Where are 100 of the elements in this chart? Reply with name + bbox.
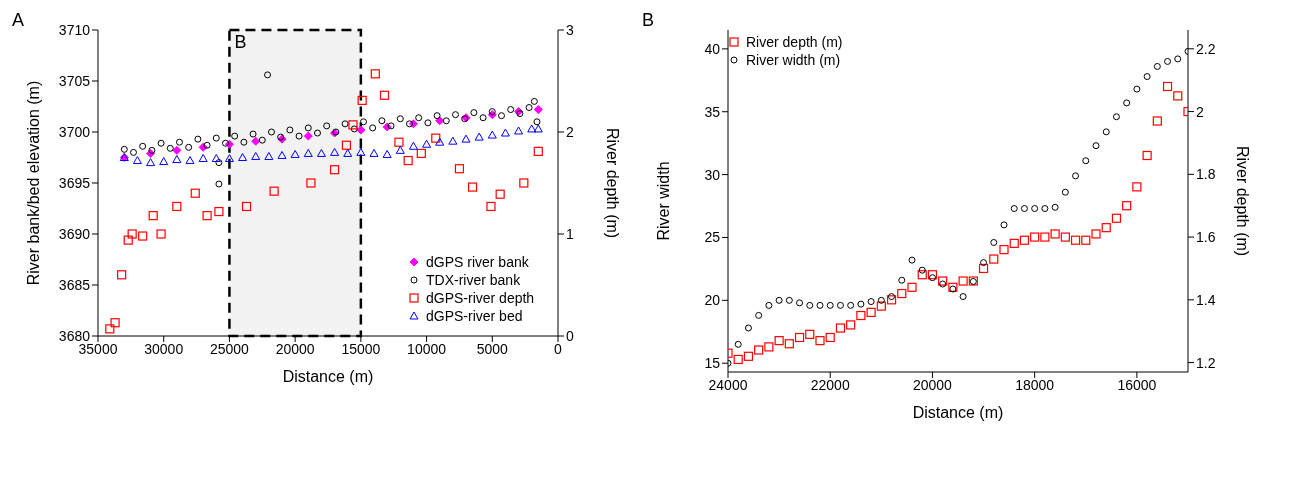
- legend-label: dGPS river bank: [426, 253, 529, 271]
- point: [1061, 188, 1069, 196]
- point: [734, 340, 742, 348]
- point: [424, 119, 432, 127]
- y-tick-label: 35: [704, 103, 721, 120]
- point: [240, 138, 248, 146]
- point: [303, 131, 313, 141]
- point: [806, 301, 814, 309]
- point: [754, 345, 764, 355]
- x-tick-label: 24000: [708, 376, 748, 393]
- y-tick-label: 3685: [58, 276, 91, 293]
- point: [1091, 229, 1101, 239]
- y-tick-label: 30: [704, 166, 721, 183]
- point: [1082, 157, 1090, 165]
- point: [743, 351, 754, 361]
- point: [533, 124, 543, 133]
- point: [341, 140, 351, 150]
- point: [215, 180, 223, 188]
- point: [474, 132, 484, 141]
- band-label: B: [234, 31, 247, 52]
- point: [1020, 205, 1028, 213]
- point: [269, 186, 279, 196]
- point: [139, 142, 147, 150]
- y2-axis-title: River depth (m): [1234, 145, 1252, 257]
- point: [805, 329, 815, 339]
- point: [835, 323, 846, 333]
- point: [172, 201, 182, 212]
- point: [341, 120, 349, 128]
- point: [1081, 235, 1091, 245]
- point: [461, 134, 471, 143]
- point: [530, 97, 538, 105]
- y2-tick-label: 3: [566, 21, 574, 38]
- point: [123, 235, 133, 245]
- point: [1102, 128, 1110, 136]
- point: [1101, 223, 1111, 233]
- point: [856, 310, 866, 321]
- point: [251, 151, 261, 160]
- point: [470, 109, 478, 117]
- point: [148, 211, 158, 221]
- point: [959, 293, 967, 301]
- point: [290, 149, 300, 158]
- point: [980, 259, 988, 267]
- point: [897, 288, 907, 299]
- x-tick-label: 15000: [341, 340, 381, 357]
- point: [370, 69, 380, 79]
- point: [927, 270, 938, 280]
- text: B: [642, 10, 655, 31]
- point: [403, 155, 413, 166]
- point: [775, 296, 783, 304]
- point: [784, 339, 794, 349]
- point: [487, 130, 497, 139]
- point: [876, 301, 886, 311]
- point: [433, 112, 441, 120]
- point: [159, 157, 169, 166]
- point: [264, 71, 272, 79]
- y2-tick-label: 1.6: [1196, 229, 1216, 246]
- point: [479, 114, 487, 122]
- point: [1092, 142, 1100, 150]
- y-tick-label: 20: [704, 292, 721, 309]
- point: [486, 201, 496, 212]
- point: [1070, 235, 1081, 245]
- point: [467, 182, 478, 192]
- point: [387, 122, 395, 130]
- x-tick-label: 16000: [1117, 376, 1157, 393]
- point: [755, 311, 763, 319]
- text: A: [12, 10, 25, 31]
- y-tick-label: 3705: [58, 72, 91, 89]
- point: [836, 301, 844, 309]
- point: [533, 146, 543, 156]
- point: [928, 274, 936, 282]
- point: [203, 141, 211, 149]
- point: [764, 342, 774, 352]
- point: [303, 148, 313, 157]
- point: [251, 136, 261, 146]
- point: [497, 112, 505, 120]
- point: [519, 178, 529, 188]
- point: [185, 156, 195, 165]
- point: [958, 276, 968, 286]
- point: [1152, 116, 1162, 126]
- point: [488, 108, 496, 116]
- point: [304, 124, 312, 132]
- point: [442, 117, 450, 125]
- point: [185, 143, 193, 151]
- y-tick-label: 40: [704, 40, 721, 57]
- point: [166, 144, 174, 152]
- point: [938, 276, 948, 286]
- point: [989, 254, 999, 264]
- point: [1173, 91, 1183, 101]
- y2-tick-label: 2: [566, 123, 574, 140]
- point: [190, 188, 200, 198]
- x-axis-title: Distance (m): [912, 404, 1004, 421]
- point: [1050, 229, 1060, 239]
- point: [1040, 232, 1050, 242]
- point: [1009, 238, 1019, 248]
- point: [448, 136, 458, 145]
- point: [157, 139, 165, 147]
- y2-tick-label: 2: [1196, 103, 1204, 120]
- legend-label: dGPS-river bed: [426, 307, 523, 325]
- point: [1143, 73, 1151, 81]
- point: [146, 158, 156, 167]
